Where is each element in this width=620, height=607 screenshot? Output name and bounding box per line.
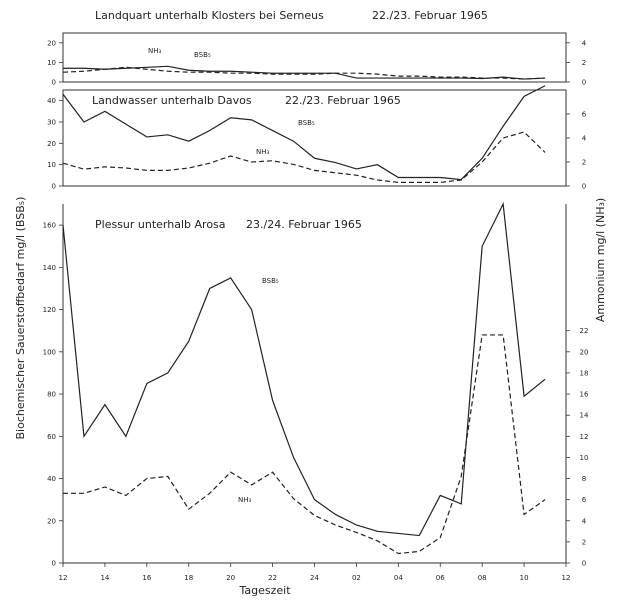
panel-title: Landwasser unterhalb Davos: [92, 94, 252, 107]
panel-date: 22./23. Februar 1965: [372, 9, 488, 22]
x-tick-label: 18: [184, 574, 193, 582]
right-tick-label: 10: [580, 454, 589, 462]
series-line-bsb5: [62, 85, 546, 181]
x-tick-label: 14: [100, 574, 109, 582]
left-tick-label: 120: [43, 306, 56, 314]
right-tick-label: 18: [580, 369, 589, 377]
right-tick-label: 16: [580, 391, 589, 399]
x-tick-label: 22: [268, 574, 277, 582]
series-line-bsb5: [62, 201, 546, 537]
series-annotation: NH₃: [148, 47, 162, 55]
right-tick-label: 2: [582, 159, 586, 167]
right-tick-label: 4: [582, 39, 587, 47]
right-tick-label: 6: [582, 111, 587, 119]
right-tick-label: 6: [582, 496, 587, 504]
left-tick-label: 60: [47, 433, 56, 441]
right-tick-label: 0: [582, 560, 586, 568]
left-tick-label: 0: [52, 79, 56, 87]
panel-title: Landquart unterhalb Klosters bei Serneus: [95, 9, 324, 22]
left-tick-label: 20: [47, 140, 56, 148]
left-tick-label: 20: [47, 517, 56, 525]
right-tick-label: 2: [582, 538, 586, 546]
panel-date: 23./24. Februar 1965: [246, 218, 362, 231]
left-tick-label: 20: [47, 39, 56, 47]
left-tick-label: 80: [47, 391, 56, 399]
x-tick-label: 12: [562, 574, 571, 582]
x-tick-label: 12: [59, 574, 68, 582]
panel-frame: [62, 32, 567, 83]
series-line-nh3: [62, 66, 546, 80]
panel-3: Plessur unterhalb Arosa 23./24. Februar 1…: [43, 201, 589, 568]
x-tick-label: 06: [436, 574, 445, 582]
right-tick-label: 0: [582, 183, 586, 191]
series-line-bsb5: [63, 65, 546, 80]
right-tick-label: 12: [580, 433, 589, 441]
left-tick-label: 40: [47, 97, 56, 105]
x-axis-label: Tageszeit: [238, 584, 291, 597]
series-annotation: BSB₅: [194, 51, 211, 59]
right-tick-label: 0: [582, 79, 586, 87]
series-line-nh3: [63, 334, 546, 555]
left-tick-label: 40: [47, 475, 56, 483]
right-tick-label: 2: [582, 59, 586, 67]
left-tick-label: 10: [47, 161, 56, 169]
right-tick-label: 4: [582, 517, 587, 525]
panel-2: Landwasser unterhalb Davos 22./23. Februa…: [47, 85, 587, 191]
x-tick-label: 10: [520, 574, 529, 582]
x-tick-label: 20: [226, 574, 235, 582]
right-tick-label: 22: [580, 327, 589, 335]
series-annotation: NH₃: [256, 148, 270, 156]
x-tick-label: 16: [142, 574, 151, 582]
y-left-axis-label: Biochemischer Sauerstoffbedarf mg/l (BSB…: [14, 197, 27, 440]
left-tick-label: 30: [47, 119, 56, 127]
left-tick-label: 0: [52, 183, 56, 191]
x-tick-label: 04: [394, 574, 403, 582]
right-tick-label: 20: [580, 348, 589, 356]
series-line-nh3: [62, 131, 546, 183]
x-tick-label: 24: [310, 574, 319, 582]
panel-date: 22./23. Februar 1965: [285, 94, 401, 107]
x-tick-label: 08: [478, 574, 487, 582]
panels-group: Landquart unterhalb Klosters bei Serneus…: [43, 9, 589, 582]
panel-title: Plessur unterhalb Arosa: [95, 218, 226, 231]
y-right-axis-label: Ammonium mg/l (NH₃): [594, 198, 607, 322]
left-tick-label: 140: [43, 264, 56, 272]
left-tick-label: 10: [47, 59, 56, 67]
left-tick-label: 0: [52, 560, 56, 568]
left-tick-label: 160: [43, 222, 56, 230]
panel-1: Landquart unterhalb Klosters bei Serneus…: [47, 9, 587, 87]
series-annotation: NH₃: [238, 496, 252, 504]
right-tick-label: 8: [582, 475, 586, 483]
right-tick-label: 4: [582, 135, 587, 143]
series-annotation: BSB₅: [298, 119, 315, 127]
x-tick-label: 02: [352, 574, 361, 582]
right-tick-label: 14: [580, 412, 589, 420]
left-tick-label: 100: [43, 348, 56, 356]
series-annotation: BSB₅: [262, 277, 279, 285]
